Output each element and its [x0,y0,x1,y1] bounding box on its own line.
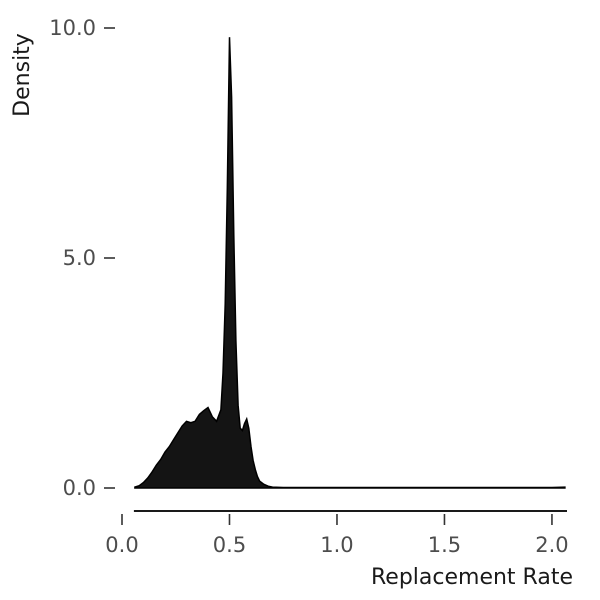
x-axis-ticks: 0.0 0.5 1.0 1.5 2.0 [105,514,569,557]
x-axis-title: Replacement Rate [371,565,573,590]
y-axis-title: Density [10,33,35,117]
x-tick-label: 1.0 [320,533,353,557]
y-axis-ticks: 0.0 5.0 10.0 [49,16,115,500]
y-tick-label: 0.0 [63,476,96,500]
x-tick-label: 0.5 [213,533,246,557]
y-tick-label: 10.0 [49,16,96,40]
x-tick-label: 0.0 [105,533,138,557]
y-tick-label: 5.0 [63,246,96,270]
density-area [134,37,566,489]
x-tick-label: 2.0 [535,533,568,557]
x-tick-label: 1.5 [428,533,461,557]
